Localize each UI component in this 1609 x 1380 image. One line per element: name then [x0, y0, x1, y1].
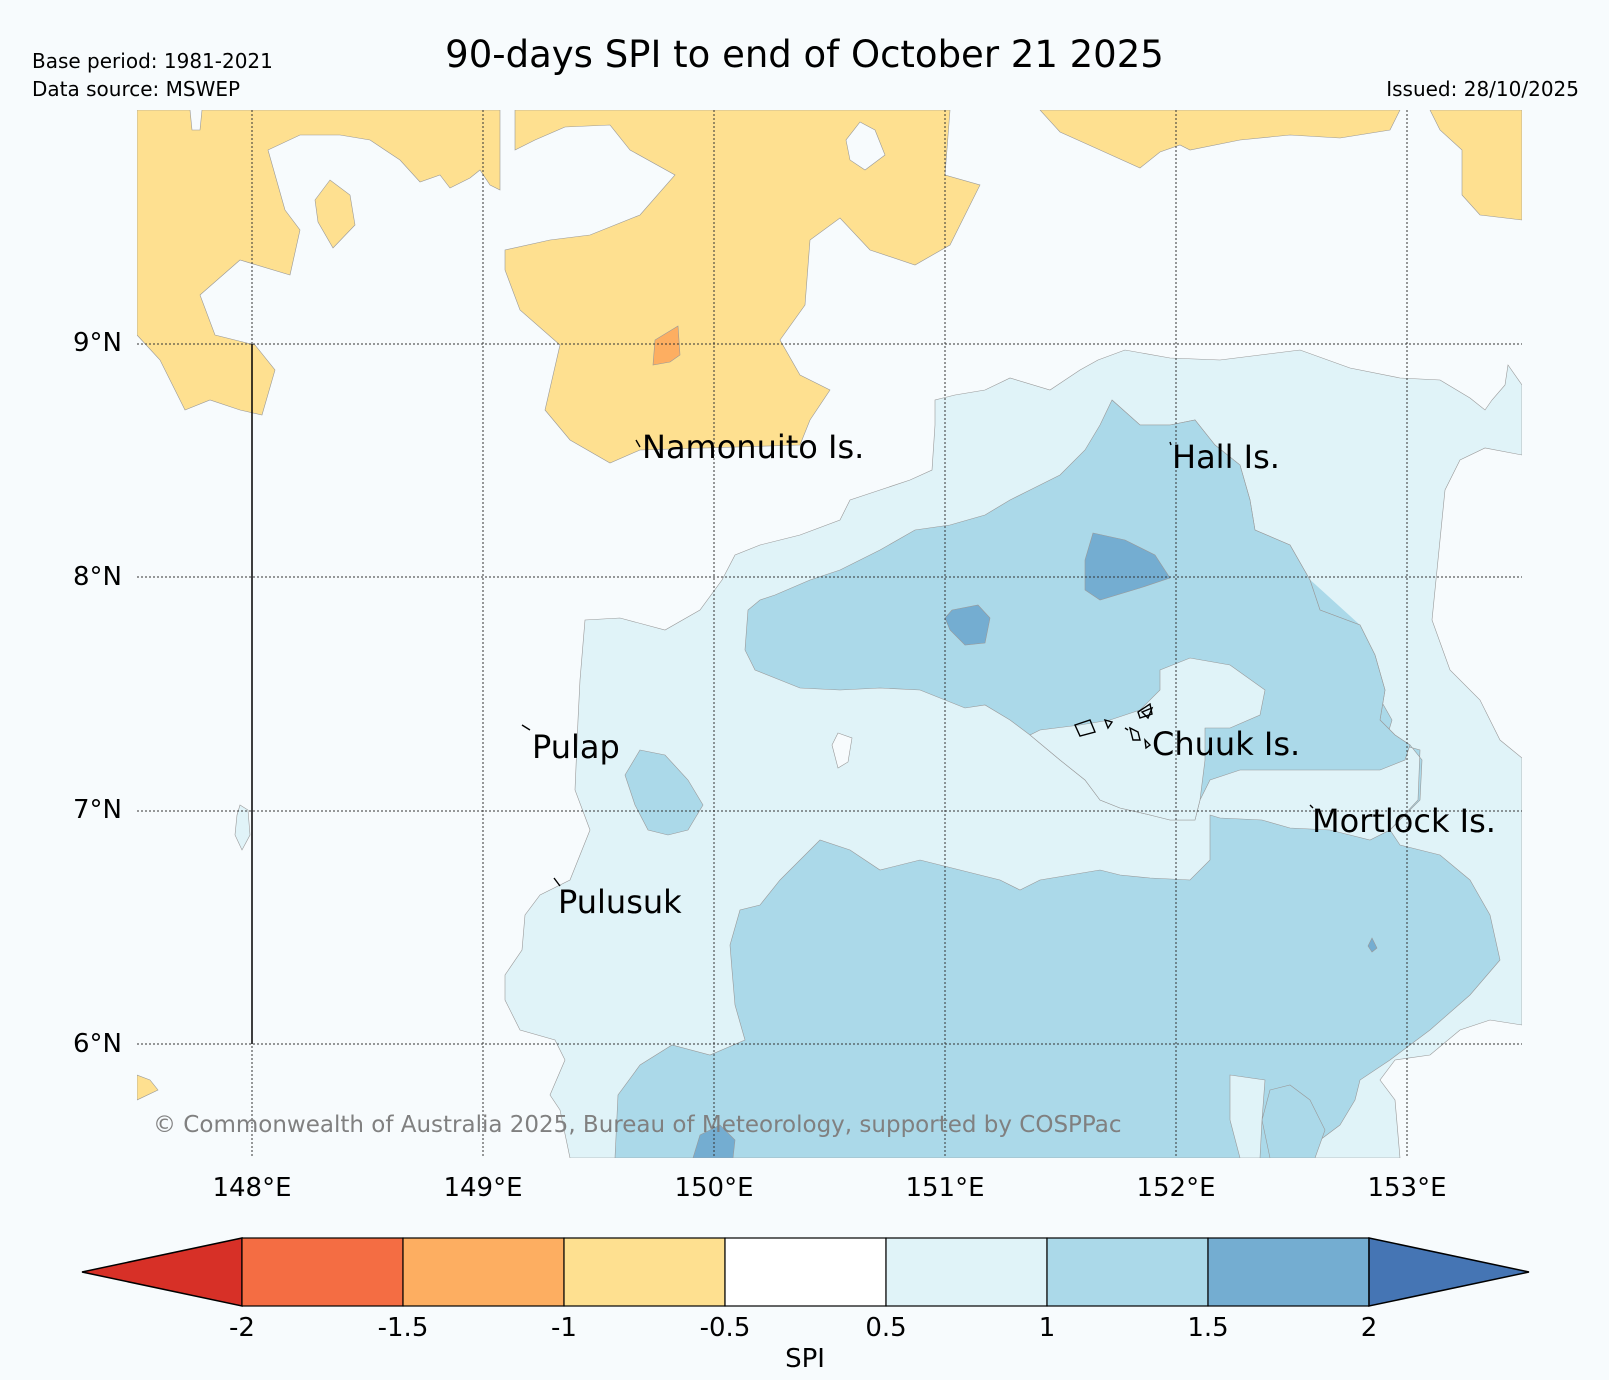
dry-region-far-northeast — [1429, 110, 1522, 221]
colorbar: -2 -1.5 -1 -0.5 0.5 1 1.5 2 SPI — [81, 1237, 1530, 1374]
colorbar-tick: -1 — [551, 1313, 577, 1343]
colorbar-tick: 1.5 — [1187, 1313, 1228, 1343]
namonuito-island — [635, 439, 641, 448]
label-namonuito: Namonuito Is. — [642, 428, 864, 466]
chuuk-islands-outline — [1074, 702, 1154, 750]
colorbar-segment — [241, 1237, 404, 1307]
colorbar-tick: 2 — [1361, 1313, 1378, 1343]
very-wet-spot-north — [1084, 532, 1171, 601]
lon-label-152e: 152°E — [1136, 1173, 1215, 1203]
lat-label-6n: 6°N — [73, 1029, 122, 1059]
colorbar-tick: -2 — [229, 1313, 255, 1343]
dry-region-northeast — [1039, 110, 1401, 169]
neutral-hole-small — [831, 732, 853, 769]
dry-region-north-central — [504, 110, 981, 464]
label-mortlock: Mortlock Is. — [1312, 802, 1496, 840]
data-source-text: Data source: MSWEP — [32, 77, 241, 101]
wet-islet-west — [234, 804, 251, 851]
copyright-text: © Commonwealth of Australia 2025, Bureau… — [153, 1112, 1122, 1138]
lon-label-149e: 149°E — [443, 1173, 522, 1203]
lat-label-9n: 9°N — [73, 328, 122, 358]
colorbar-tick: 1 — [1039, 1313, 1056, 1343]
label-hall: Hall Is. — [1172, 438, 1280, 476]
map-title: 90-days SPI to end of October 21 2025 — [445, 33, 1164, 76]
very-wet-spot-small — [1367, 937, 1378, 953]
colorbar-segment — [563, 1237, 726, 1307]
lat-label-8n: 8°N — [73, 562, 122, 592]
pulusuk-island — [553, 877, 561, 887]
lon-label-153e: 153°E — [1367, 1173, 1446, 1203]
neutral-hole-south-2 — [1229, 1074, 1266, 1158]
colorbar-extend-high — [1368, 1237, 1530, 1307]
colorbar-segment — [402, 1237, 565, 1307]
very-wet-spot-central — [944, 604, 991, 646]
drier-spot-north — [652, 325, 681, 366]
wet-region-moderate-west — [624, 749, 704, 836]
colorbar-title: SPI — [785, 1344, 825, 1374]
issued-date-text: Issued: 28/10/2025 — [1386, 77, 1579, 101]
colorbar-segment — [1207, 1237, 1370, 1307]
colorbar-extend-low — [81, 1237, 243, 1307]
dry-region-southwest — [137, 1074, 159, 1101]
colorbar-tick: -0.5 — [700, 1313, 751, 1343]
pulap-island — [521, 724, 531, 731]
colorbar-tick: -1.5 — [378, 1313, 429, 1343]
lat-label-7n: 7°N — [73, 795, 122, 825]
wet-hole-north — [845, 121, 886, 171]
dry-region-northwest — [137, 110, 501, 416]
colorbar-tick: 0.5 — [865, 1313, 906, 1343]
label-pulusuk: Pulusuk — [558, 883, 682, 921]
colorbar-segment — [885, 1237, 1048, 1307]
colorbar-segment — [1046, 1237, 1209, 1307]
label-pulap: Pulap — [532, 728, 620, 766]
hall-island — [1169, 441, 1172, 446]
label-chuuk: Chuuk Is. — [1152, 725, 1300, 763]
very-wet-spot-south — [692, 1124, 736, 1158]
lon-label-148e: 148°E — [212, 1173, 291, 1203]
wet-region-moderate-gap — [1029, 657, 1266, 821]
lon-label-150e: 150°E — [674, 1173, 753, 1203]
colorbar-segment — [724, 1237, 887, 1307]
mortlock-island — [1309, 804, 1314, 809]
base-period-text: Base period: 1981-2021 — [32, 49, 273, 73]
spi-contours — [137, 110, 1522, 1158]
wet-hole-small-northwest — [314, 179, 356, 249]
lon-label-151e: 151°E — [905, 1173, 984, 1203]
wet-region-moderate-southeast — [1261, 1084, 1326, 1158]
